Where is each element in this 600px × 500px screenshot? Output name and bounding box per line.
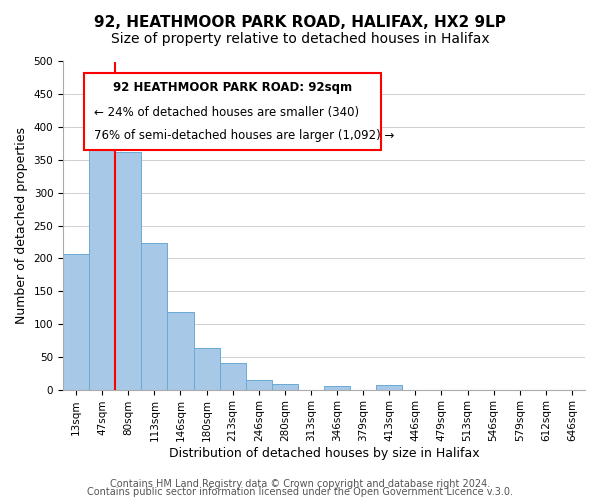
Text: 92 HEATHMOOR PARK ROAD: 92sqm: 92 HEATHMOOR PARK ROAD: 92sqm [113, 81, 352, 94]
Bar [324, 386, 350, 390]
Bar [220, 364, 246, 390]
Bar [63, 254, 89, 390]
X-axis label: Distribution of detached houses by size in Halifax: Distribution of detached houses by size … [169, 447, 479, 460]
Text: Contains HM Land Registry data © Crown copyright and database right 2024.: Contains HM Land Registry data © Crown c… [110, 479, 490, 489]
Text: ← 24% of detached houses are smaller (340): ← 24% of detached houses are smaller (34… [94, 106, 359, 119]
Bar [115, 152, 142, 390]
Y-axis label: Number of detached properties: Number of detached properties [15, 127, 28, 324]
Text: Contains public sector information licensed under the Open Government Licence v.: Contains public sector information licen… [87, 487, 513, 497]
Text: 92, HEATHMOOR PARK ROAD, HALIFAX, HX2 9LP: 92, HEATHMOOR PARK ROAD, HALIFAX, HX2 9L… [94, 15, 506, 30]
FancyBboxPatch shape [84, 73, 382, 150]
Bar [194, 348, 220, 390]
Text: 76% of semi-detached houses are larger (1,092) →: 76% of semi-detached houses are larger (… [94, 129, 395, 142]
Bar [142, 242, 167, 390]
Bar [376, 385, 403, 390]
Bar [167, 312, 194, 390]
Bar [272, 384, 298, 390]
Bar [246, 380, 272, 390]
Bar [89, 130, 115, 390]
Text: Size of property relative to detached houses in Halifax: Size of property relative to detached ho… [110, 32, 490, 46]
